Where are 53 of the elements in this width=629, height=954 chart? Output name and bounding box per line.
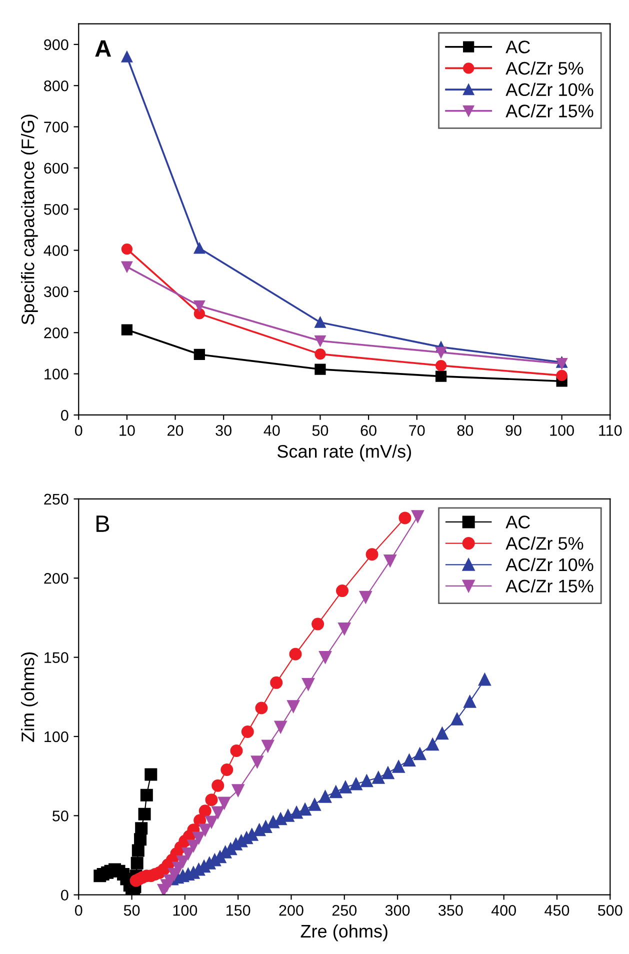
y-tick-label: 100 xyxy=(44,368,68,380)
x-tick-label: 100 xyxy=(550,425,574,436)
x-tick-label: 200 xyxy=(279,904,304,916)
y-tick-label: 500 xyxy=(44,204,68,215)
y-tick-label: 700 xyxy=(44,122,68,132)
y-tick-label: 600 xyxy=(44,162,68,174)
x-tick-label: 0 xyxy=(74,425,82,436)
y-tick-label: 0 xyxy=(61,410,68,421)
y-tick-label: 400 xyxy=(44,245,68,256)
text: B xyxy=(96,516,110,532)
legend-label: AC/Zr 10% xyxy=(506,558,594,572)
x-tick-label: 250 xyxy=(332,904,357,916)
x-tick-label: 80 xyxy=(457,425,474,436)
x-tick-label: 100 xyxy=(173,904,198,916)
x-tick-label: 30 xyxy=(216,425,232,436)
legend-label: AC/Zr 15% xyxy=(506,579,594,592)
legend-label: AC/Zr 10% xyxy=(506,82,594,96)
x-tick-label: 500 xyxy=(598,904,622,916)
y-tick-label: 100 xyxy=(44,731,68,742)
x-tick-label: 450 xyxy=(544,904,570,916)
legend-label: AC/Zr 5% xyxy=(506,536,584,550)
y-tick-label: 0 xyxy=(61,890,68,901)
y-tick-label: 250 xyxy=(44,494,68,505)
x-tick-label: 60 xyxy=(360,425,376,436)
x-axis-title: Zre (ohms) xyxy=(300,924,388,942)
x-tick-label: 150 xyxy=(226,904,250,916)
x-tick-label: 300 xyxy=(385,904,410,916)
x-tick-label: 20 xyxy=(168,425,184,436)
legend-label: AC xyxy=(506,516,530,528)
y-axis-title: Specific capacitance (F/G) xyxy=(21,114,38,324)
y-tick-label: 300 xyxy=(44,286,68,298)
x-tick-label: 110 xyxy=(599,425,622,436)
y-tick-label: 900 xyxy=(44,39,68,50)
y-axis-title: Zim (ohms) xyxy=(21,652,38,742)
x-tick-label: 10 xyxy=(120,425,135,436)
x-tick-label: 40 xyxy=(264,425,280,436)
text: A xyxy=(95,40,111,57)
x-tick-label: 350 xyxy=(438,904,463,916)
legend-label: AC/Zr 15% xyxy=(506,104,594,118)
x-tick-label: 50 xyxy=(124,904,140,916)
y-tick-label: 800 xyxy=(44,80,68,92)
x-tick-label: 70 xyxy=(409,425,425,436)
legend-label: AC/Zr 5% xyxy=(506,61,584,75)
x-tick-label: 400 xyxy=(491,904,516,916)
x-axis-title: Scan rate (mV/s) xyxy=(277,444,411,462)
legend-label: AC xyxy=(506,40,530,54)
y-tick-label: 200 xyxy=(44,328,68,338)
y-tick-label: 150 xyxy=(44,652,68,663)
y-tick-label: 200 xyxy=(44,572,68,584)
x-tick-label: 50 xyxy=(312,425,328,436)
y-tick-label: 50 xyxy=(52,810,68,822)
x-tick-label: 0 xyxy=(74,904,82,916)
x-tick-label: 90 xyxy=(506,425,522,436)
